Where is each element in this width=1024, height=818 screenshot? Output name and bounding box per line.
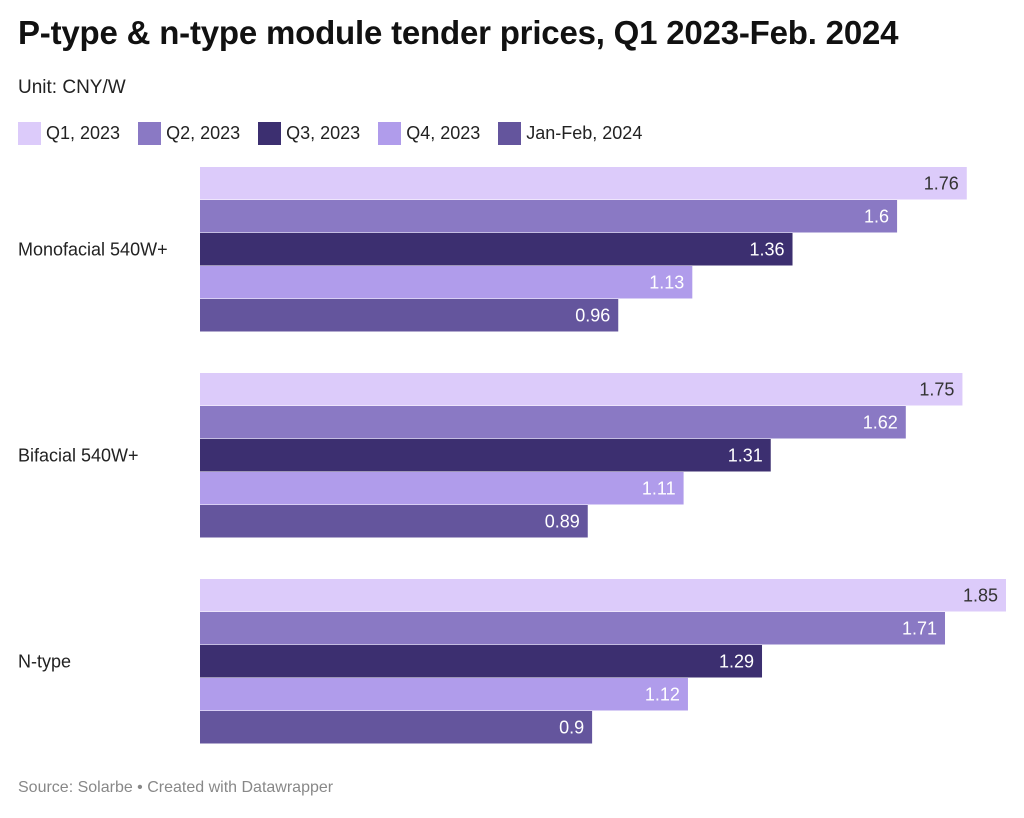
legend-label: Q1, 2023: [46, 122, 121, 143]
bar-n-type-q2-2023: [200, 612, 946, 645]
data-label-bifacial-540w-q2-2023: 1.62: [863, 412, 898, 432]
legend-label: Q3, 2023: [286, 122, 361, 143]
bar-bifacial-540w-jan-feb-2024: [200, 505, 588, 538]
chart-subtitle: Unit: CNY/W: [18, 77, 126, 98]
bar-n-type-q4-2023: [200, 678, 688, 711]
data-label-n-type-jan-feb-2024: 0.9: [559, 717, 584, 737]
data-label-n-type-q3-2023: 1.29: [719, 651, 754, 671]
bar-bifacial-540w-q4-2023: [200, 472, 684, 505]
legend-swatch: [18, 121, 41, 145]
bar-bifacial-540w-q1-2023: [200, 373, 963, 406]
data-label-monofacial-540w-jan-feb-2024: 0.96: [575, 305, 610, 325]
data-label-bifacial-540w-q3-2023: 1.31: [728, 445, 763, 465]
category-label-n-type: N-type: [18, 651, 71, 671]
legend-item-q2-2023: Q2, 2023: [138, 121, 241, 145]
bar-monofacial-540w-q2-2023: [200, 200, 898, 233]
bar-monofacial-540w-q1-2023: [200, 167, 967, 200]
data-label-n-type-q2-2023: 1.71: [902, 618, 937, 638]
legend-item-q1-2023: Q1, 2023: [18, 121, 121, 145]
category-label-bifacial-540w: Bifacial 540W+: [18, 445, 139, 465]
data-label-monofacial-540w-q2-2023: 1.6: [864, 206, 889, 226]
legend-item-q4-2023: Q4, 2023: [378, 121, 481, 145]
bar-monofacial-540w-q4-2023: [200, 266, 693, 299]
legend-swatch: [258, 121, 282, 145]
legend-label: Q2, 2023: [166, 122, 241, 143]
data-label-bifacial-540w-q1-2023: 1.75: [919, 379, 954, 399]
source-footer: Source: Solarbe • Created with Datawrapp…: [18, 779, 334, 796]
bar-n-type-q1-2023: [200, 579, 1006, 612]
data-label-bifacial-540w-q4-2023: 1.11: [642, 478, 676, 498]
legend-label: Jan-Feb, 2024: [526, 122, 643, 143]
data-label-monofacial-540w-q4-2023: 1.13: [649, 272, 684, 292]
data-label-monofacial-540w-q3-2023: 1.36: [749, 239, 784, 259]
legend: Q1, 2023 Q2, 2023 Q3, 2023 Q4, 2023 Jan-Feb,…: [18, 121, 660, 145]
data-label-monofacial-540w-q1-2023: 1.76: [924, 173, 959, 193]
data-label-n-type-q1-2023: 1.85: [963, 585, 998, 605]
data-label-bifacial-540w-jan-feb-2024: 0.89: [545, 511, 580, 531]
legend-item-jan-feb-2024: Jan-Feb, 2024: [498, 121, 643, 145]
bar-bifacial-540w-q2-2023: [200, 406, 906, 439]
bar-n-type-jan-feb-2024: [200, 711, 593, 744]
bar-monofacial-540w-jan-feb-2024: [200, 299, 619, 332]
legend-swatch: [138, 121, 162, 145]
legend-swatch: [378, 121, 402, 145]
data-label-n-type-q4-2023: 1.12: [645, 684, 680, 704]
bar-monofacial-540w-q3-2023: [200, 233, 793, 266]
legend-item-q3-2023: Q3, 2023: [258, 121, 361, 145]
legend-label: Q4, 2023: [406, 122, 481, 143]
chart-title: P-type & n-type module tender prices, Q1…: [18, 14, 899, 51]
legend-swatch: [498, 121, 522, 145]
bar-n-type-q3-2023: [200, 645, 763, 678]
bar-bifacial-540w-q3-2023: [200, 439, 771, 472]
category-label-monofacial-540w: Monofacial 540W+: [18, 239, 168, 259]
